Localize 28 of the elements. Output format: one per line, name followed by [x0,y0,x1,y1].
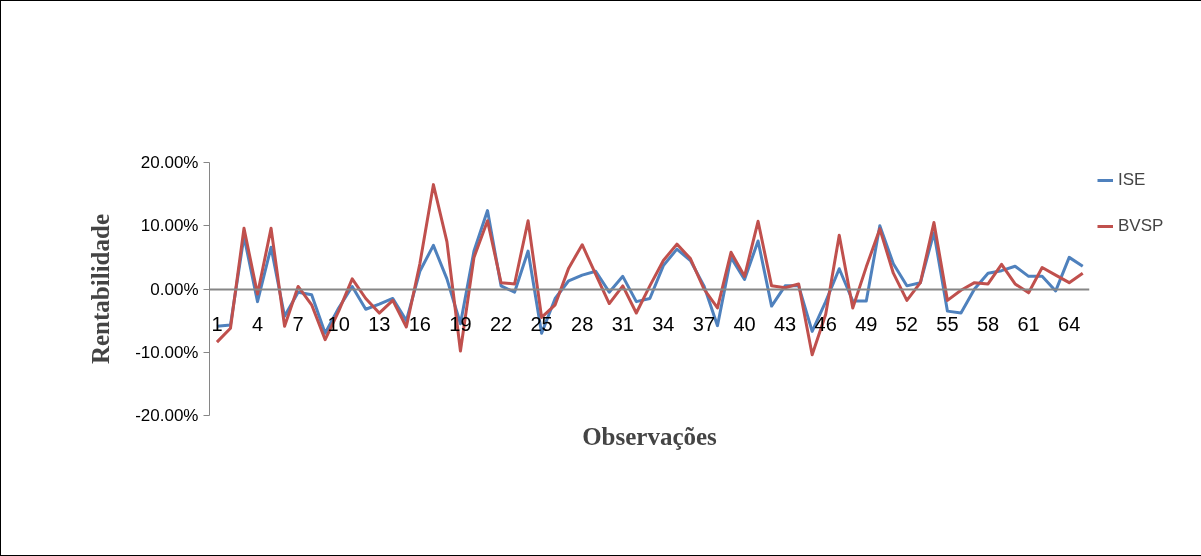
x-tick-label: 55 [936,313,959,335]
x-tick-label: 43 [774,313,797,335]
y-tick-label: 20.00% [140,153,199,172]
x-tick-label: 58 [976,313,1000,335]
x-tick-label: 61 [1017,313,1040,335]
x-tick-label: 1 [211,313,223,335]
legend-label: ISE [1118,170,1146,190]
x-tick-label: 7 [292,313,304,335]
y-tick-label: 0.00% [150,279,199,299]
y-tick-label: 10.00% [140,216,199,236]
x-tick-label: 52 [895,313,918,335]
x-tick-label: 31 [611,313,634,335]
x-tick-label: 64 [1058,313,1081,335]
x-tick-label: 22 [489,313,513,335]
x-tick-label: 16 [408,313,431,335]
y-tick-label: -10.00% [135,342,199,362]
x-tick-label: 28 [571,313,594,335]
x-axis-title: Observações [582,422,718,450]
legend-label: BVSP [1118,216,1164,236]
x-tick-label: 49 [855,313,878,335]
x-tick-label: 4 [251,313,264,335]
x-tick-label: 34 [652,313,675,335]
line-series [215,183,1085,357]
y-axis-title: Rentabilidade [87,213,115,365]
x-tick-label: 13 [368,313,391,335]
x-tick-label: 40 [733,313,756,335]
x-tick-label: 37 [692,313,716,335]
y-tick-label: -20.00% [135,406,199,425]
